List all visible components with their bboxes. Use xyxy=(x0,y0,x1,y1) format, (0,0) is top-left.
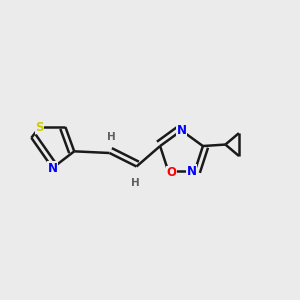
Text: N: N xyxy=(176,124,187,137)
Text: S: S xyxy=(35,121,44,134)
Text: H: H xyxy=(106,131,116,142)
Text: N: N xyxy=(47,161,58,175)
Text: N: N xyxy=(187,165,197,178)
Text: O: O xyxy=(166,166,176,179)
Text: H: H xyxy=(130,178,140,188)
